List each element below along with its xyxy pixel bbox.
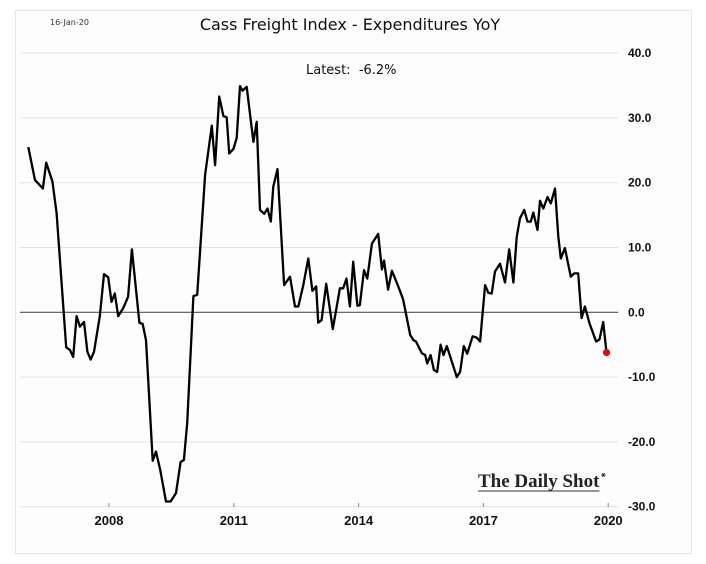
watermark-asterisk-icon [601, 472, 606, 478]
x-tick-label: 2014 [344, 513, 374, 528]
y-tick-label: 30.0 [628, 111, 652, 125]
latest-annotation: Latest: -6.2% [306, 63, 397, 78]
y-tick-label: -10.0 [628, 370, 656, 384]
series-line [27, 84, 608, 503]
x-tick-label: 2020 [594, 513, 623, 528]
x-tick-label: 2011 [220, 513, 248, 528]
y-tick-label: 20.0 [628, 176, 652, 190]
chart-title: Cass Freight Index - Expenditures YoY [200, 15, 501, 34]
watermark-text: The Daily Shot [478, 471, 600, 492]
y-tick-label: 0.0 [628, 305, 645, 319]
date-label: 16-Jan-20 [50, 18, 89, 27]
latest-point-marker [602, 348, 611, 357]
x-tick-label: 2008 [95, 513, 124, 528]
y-tick-label: -20.0 [628, 435, 656, 449]
watermark-logo: The Daily Shot [478, 471, 606, 492]
x-tick-label: 2017 [469, 513, 498, 528]
y-tick-label: 10.0 [628, 241, 652, 255]
x-axis: 2008 2011 2014 2017 2020 [95, 503, 623, 528]
y-tick-label: -30.0 [628, 500, 656, 514]
y-tick-label: 40.0 [628, 46, 652, 60]
y-axis: 40.0 30.0 20.0 10.0 0.0 -10.0 -20.0 -30.0 [628, 46, 656, 514]
